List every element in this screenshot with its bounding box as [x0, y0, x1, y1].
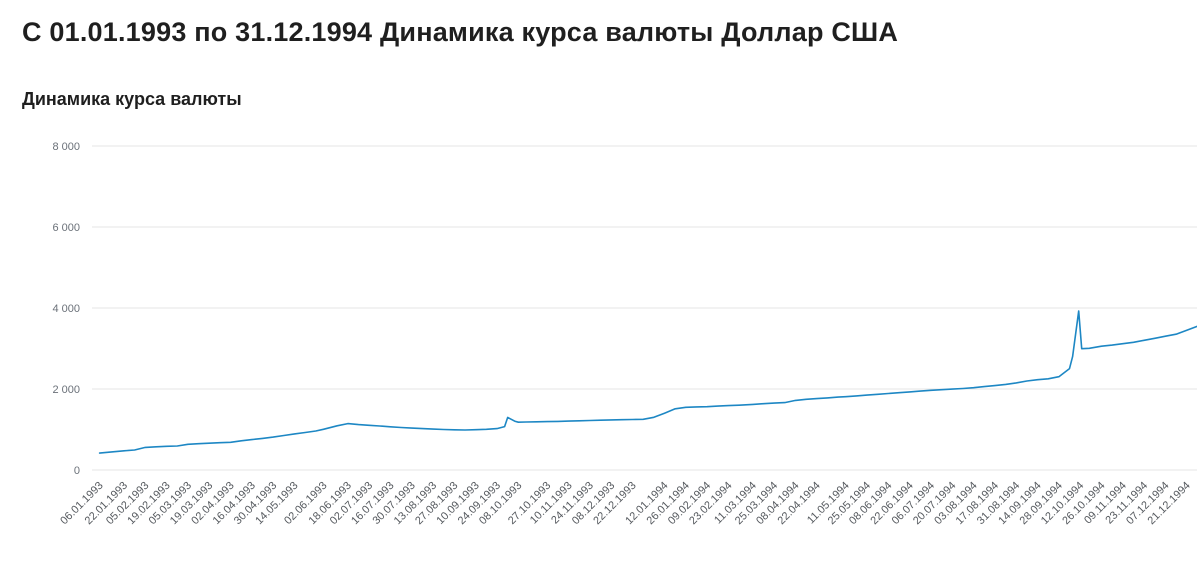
- rate-line-series[interactable]: [98, 310, 1197, 454]
- y-axis-tick-label: 8 000: [52, 141, 80, 153]
- page-title: С 01.01.1993 по 31.12.1994 Динамика курс…: [22, 17, 899, 47]
- y-axis-tick-label: 0: [74, 465, 80, 477]
- chart-subtitle: Динамика курса валюты: [22, 89, 242, 109]
- y-axis-tick-label: 4 000: [52, 303, 80, 315]
- y-axis-tick-label: 2 000: [52, 384, 80, 396]
- y-axis-tick-label: 6 000: [52, 222, 80, 234]
